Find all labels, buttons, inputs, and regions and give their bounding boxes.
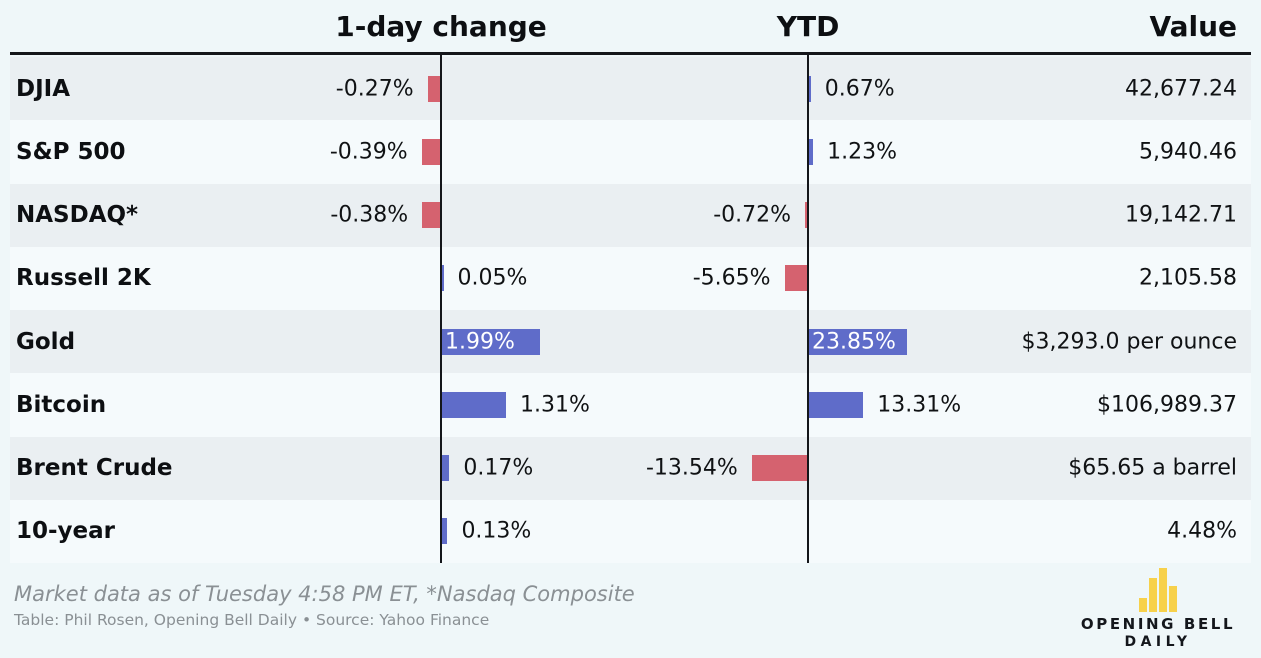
ytd-label: 1.23% bbox=[827, 139, 897, 165]
day-change-label: -0.38% bbox=[330, 202, 409, 228]
logo-text-line1: OPENING BELL bbox=[1080, 615, 1236, 633]
day-change-bar bbox=[421, 138, 441, 165]
ytd-bar bbox=[808, 391, 864, 418]
value-cell: 2,105.58 bbox=[1139, 265, 1237, 291]
value-cell: 5,940.46 bbox=[1139, 139, 1237, 165]
value-cell: $3,293.0 per ounce bbox=[1021, 329, 1237, 355]
ytd-bar bbox=[808, 328, 907, 355]
ytd-label: -13.54% bbox=[645, 455, 738, 481]
credit-text: Table: Phil Rosen, Opening Bell Daily • … bbox=[14, 611, 490, 629]
bar-chart-icon-bar bbox=[1159, 568, 1167, 612]
table-row: S&P 500 -0.39% 1.23% 5,940.46 bbox=[10, 120, 1251, 184]
table-row: NASDAQ* -0.38% -0.72% 19,142.71 bbox=[10, 183, 1251, 247]
day-change-bar bbox=[441, 328, 540, 355]
column-header-1day-change: 1-day change bbox=[335, 10, 547, 43]
day-change-bar bbox=[427, 75, 441, 102]
footnote-text: Market data as of Tuesday 4:58 PM ET, *N… bbox=[14, 582, 635, 606]
row-label: DJIA bbox=[16, 75, 71, 102]
day-change-label: -0.27% bbox=[335, 76, 414, 102]
bar-chart-icon-bar bbox=[1169, 586, 1177, 612]
ytd-label: 0.67% bbox=[824, 76, 895, 102]
day-change-zero-axis bbox=[440, 53, 442, 563]
ytd-label: 13.31% bbox=[877, 392, 962, 418]
row-label: Brent Crude bbox=[16, 455, 173, 482]
ytd-zero-axis bbox=[807, 53, 809, 563]
value-cell: 4.48% bbox=[1167, 518, 1237, 544]
column-header-value: Value bbox=[1149, 10, 1237, 43]
table-row: Russell 2K 0.05% -5.65% 2,105.58 bbox=[10, 246, 1251, 310]
day-change-bar bbox=[441, 518, 448, 545]
bar-chart-icon bbox=[1073, 566, 1243, 612]
row-label: Gold bbox=[16, 328, 76, 355]
table-row: 10-year 0.13% 4.48% bbox=[10, 499, 1251, 563]
logo-text-line2: DAILY bbox=[1124, 634, 1192, 650]
ytd-bar bbox=[808, 75, 811, 102]
row-label: NASDAQ* bbox=[16, 202, 139, 229]
ytd-label: -5.65% bbox=[692, 265, 771, 291]
bar-chart-icon-bar bbox=[1149, 578, 1157, 612]
ytd-bar bbox=[751, 455, 808, 482]
day-change-label: 0.13% bbox=[461, 518, 532, 544]
table-row: Bitcoin 1.31% 13.31% $106,989.37 bbox=[10, 373, 1251, 437]
header-divider-rule bbox=[10, 52, 1251, 55]
table-row: Brent Crude 0.17% -13.54% $65.65 a barrel bbox=[10, 436, 1251, 500]
row-label: S&P 500 bbox=[16, 138, 126, 165]
column-header-ytd: YTD bbox=[776, 10, 840, 43]
ytd-label: 23.85% bbox=[812, 329, 896, 355]
table-row: Gold 1.99% 23.85% $3,293.0 per ounce bbox=[10, 310, 1251, 374]
opening-bell-daily-logo: OPENING BELL DAILY bbox=[1073, 566, 1243, 650]
day-change-bar bbox=[441, 265, 444, 292]
day-change-label: -0.39% bbox=[329, 139, 408, 165]
value-cell: $106,989.37 bbox=[1097, 392, 1237, 418]
day-change-bar bbox=[422, 202, 441, 229]
day-change-label: 0.17% bbox=[463, 455, 534, 481]
row-label: Bitcoin bbox=[16, 391, 107, 418]
day-change-label: 0.05% bbox=[457, 265, 528, 291]
day-change-label: 1.31% bbox=[519, 392, 590, 418]
row-label: Russell 2K bbox=[16, 265, 151, 292]
day-change-bar bbox=[441, 391, 506, 418]
bar-chart-icon-bar bbox=[1139, 598, 1147, 612]
value-cell: 42,677.24 bbox=[1125, 76, 1237, 102]
ytd-label: -0.72% bbox=[713, 202, 792, 228]
ytd-bar bbox=[784, 265, 808, 292]
day-change-label: 1.99% bbox=[445, 329, 515, 355]
ytd-bar bbox=[808, 138, 814, 165]
value-cell: $65.65 a barrel bbox=[1068, 455, 1237, 481]
row-label: 10-year bbox=[16, 518, 116, 545]
ytd-bar bbox=[805, 202, 808, 229]
day-change-bar bbox=[441, 455, 450, 482]
value-cell: 19,142.71 bbox=[1125, 202, 1237, 228]
table-row: DJIA -0.27% 0.67% 42,677.24 bbox=[10, 57, 1251, 121]
